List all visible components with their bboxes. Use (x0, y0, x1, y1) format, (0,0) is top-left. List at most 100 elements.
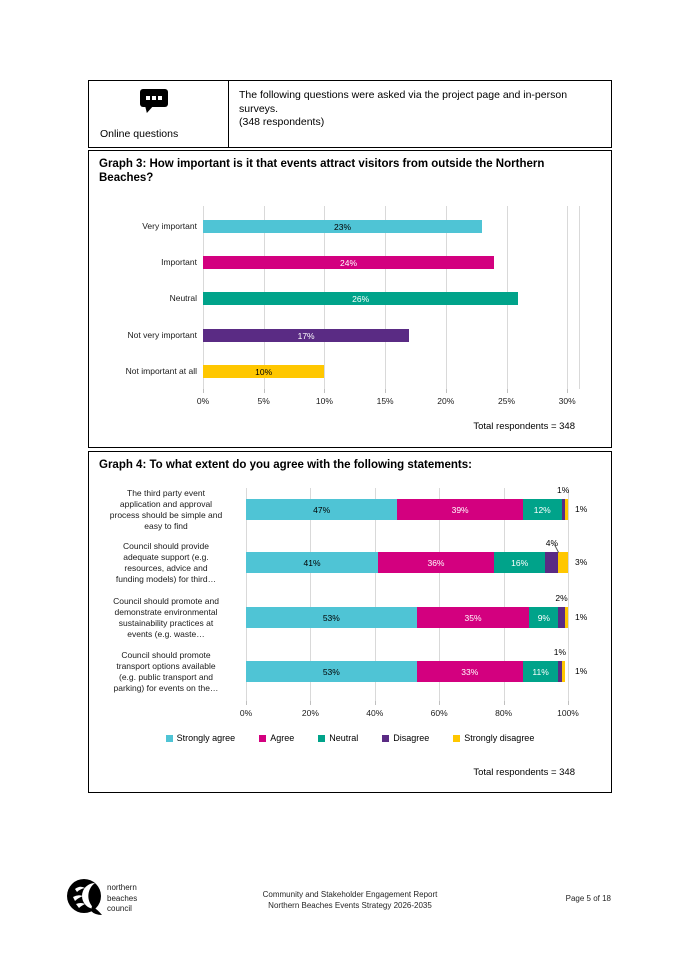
stacked-bar-segment (558, 607, 565, 628)
strongly-disagree-outside-label: 3% (575, 557, 588, 567)
segment-value-label: 9% (537, 612, 550, 623)
disagree-callout-label: 1% (553, 647, 567, 657)
x-axis-tick-label: 0% (239, 708, 253, 718)
segment-value-label: 36% (427, 557, 445, 568)
chat-dot (152, 96, 156, 100)
legend-item: Neutral (318, 733, 358, 743)
stacked-bar-segment: 53% (246, 607, 417, 628)
graph3-title: Graph 3: How important is it that events… (99, 158, 545, 184)
gridline (439, 488, 441, 701)
bar: 23% (203, 220, 482, 233)
segment-value-label: 47% (313, 504, 331, 515)
header-respondents-text: (348 respondents) (239, 116, 325, 128)
category-label-line: (e.g. public transport and (118, 671, 214, 682)
category-label-line: Council should promote (121, 649, 211, 660)
segment-value-label: 53% (322, 612, 340, 623)
logo-text-line: northern (107, 883, 137, 892)
category-label: Council should promote transport options … (95, 650, 237, 694)
stacked-bar-segment (545, 552, 559, 573)
x-axis-tick-label: 60% (430, 708, 448, 718)
axis-tick (567, 389, 569, 393)
gridline (374, 488, 376, 701)
council-logo-text: northern beaches council (107, 883, 137, 915)
disagree-callout-label: 1% (557, 485, 570, 495)
stacked-bar: 53% 35% 9% (246, 607, 568, 628)
segment-value-label: 41% (303, 557, 321, 568)
legend-label: Agree (270, 733, 295, 743)
legend-swatch (382, 734, 390, 742)
category-label: Not important at all (125, 366, 197, 376)
axis-tick (324, 389, 326, 393)
chat-dot (158, 96, 162, 100)
segment-value-label: 53% (322, 666, 340, 677)
axis-tick (568, 701, 569, 705)
gridline (310, 488, 312, 701)
category-label-line: events (e.g. waste… (127, 628, 205, 639)
legend-swatch (318, 734, 326, 742)
stacked-bar-segment: 33% (416, 661, 523, 682)
axis-tick (374, 701, 376, 705)
x-axis-tick-label: 25% (497, 396, 516, 406)
gridline (246, 488, 247, 701)
chat-bubble-icon (140, 89, 168, 113)
stacked-bar-segment: 41% (246, 552, 379, 573)
category-label-line: parking) for events on the… (113, 682, 219, 693)
x-axis-tick-label: 5% (257, 396, 270, 406)
category-label: Very important (142, 221, 197, 231)
bar-value-label: 23% (333, 221, 351, 232)
category-label-line: transport options available (116, 660, 216, 671)
category-label-line: process should be simple and (109, 509, 223, 520)
legend-item: Strongly disagree (453, 733, 534, 743)
header-description-cell: The following questions were asked via t… (229, 81, 611, 147)
disagree-callout-label: 2% (555, 593, 568, 603)
bar-value-label: 26% (352, 293, 370, 304)
segment-value-label: 39% (451, 504, 469, 515)
chat-dot (146, 96, 150, 100)
category-label: The third party event application and app… (95, 488, 237, 532)
x-axis-tick-label: 15% (376, 396, 394, 406)
stacked-bar-segment (561, 661, 565, 682)
graph4-box: Graph 4: To what extent do you agree wit… (88, 451, 612, 793)
stacked-bar-segment: 11% (522, 661, 559, 682)
category-label: Not very important (127, 330, 197, 340)
bar-value-label: 10% (255, 366, 273, 377)
segment-value-label: 33% (461, 666, 479, 677)
header-table: Online questions The following questions… (88, 80, 612, 148)
stacked-bar: 47% 39% 12% (246, 499, 568, 520)
strongly-disagree-outside-label: 1% (575, 666, 588, 676)
bar: 10% (203, 365, 325, 378)
category-label-line: application and approval (119, 498, 213, 509)
legend-item: Strongly agree (165, 733, 235, 743)
stacked-bar-segment (558, 661, 562, 682)
stacked-bar-segment: 16% (493, 552, 546, 573)
legend-item: Disagree (382, 733, 429, 743)
x-axis-tick-label: 40% (366, 708, 384, 718)
segment-value-label: 12% (533, 504, 551, 515)
legend-item: Agree (259, 733, 294, 743)
category-label: Neutral (169, 293, 197, 303)
logo-text-line: beaches (107, 893, 138, 903)
x-axis-tick-label: 80% (495, 708, 513, 718)
chat-bubble-tail (142, 106, 154, 113)
axis-tick (203, 389, 204, 393)
bar: 24% (203, 256, 495, 269)
footer-page-number: Page 5 of 18 (565, 894, 611, 903)
legend-swatch (453, 734, 461, 742)
category-label-line: resources, advice and (124, 562, 208, 573)
header-description-text: The following questions were asked via t… (239, 89, 568, 115)
stacked-bar-segment: 39% (397, 499, 523, 520)
plot-right-border (579, 206, 580, 389)
legend-label: Strongly disagree (464, 733, 535, 743)
x-axis-tick-label: 10% (315, 396, 333, 406)
legend-swatch (165, 734, 173, 742)
gridline (503, 488, 505, 701)
bar: 26% (203, 292, 519, 305)
x-axis-tick-label: 0% (196, 396, 210, 406)
gridline (567, 206, 569, 389)
segment-value-label: 16% (511, 557, 529, 568)
graph3-box: Graph 3: How important is it that events… (88, 150, 612, 448)
footer-report-line1: Community and Stakeholder Engagement Rep… (262, 890, 438, 899)
category-label: Council should promote and demonstrate en… (95, 596, 237, 640)
stacked-bar-segment (564, 499, 568, 520)
